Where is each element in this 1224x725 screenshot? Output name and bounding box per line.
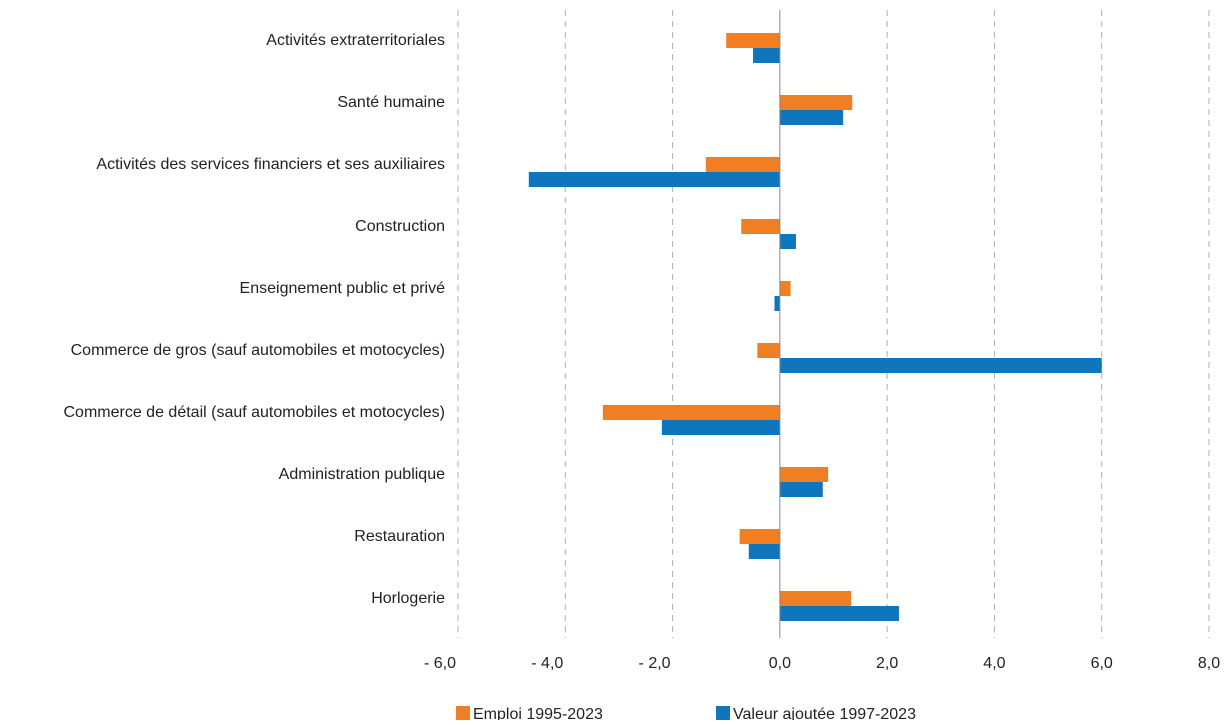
- x-tick-label: 8,0: [1198, 655, 1220, 672]
- bars-layer: [528, 33, 1102, 621]
- category-label: Construction: [355, 218, 445, 235]
- bar-valeur-ajoutee: [748, 544, 780, 559]
- category-label: Enseignement public et privé: [240, 280, 446, 297]
- category-label: Restauration: [354, 528, 445, 545]
- bar-emploi: [779, 281, 791, 296]
- bar-valeur-ajoutee: [779, 358, 1102, 373]
- category-label: Administration publique: [279, 466, 445, 483]
- bar-emploi: [757, 343, 780, 358]
- category-labels: Activités extraterritoriales Santé humain…: [64, 32, 446, 607]
- bar-valeur-ajoutee: [774, 296, 780, 311]
- x-tick-label: 4,0: [983, 655, 1005, 672]
- category-label: Santé humaine: [337, 94, 445, 111]
- x-tick-label: 0,0: [769, 655, 791, 672]
- bar-emploi: [705, 157, 780, 172]
- x-tick-label: - 4,0: [531, 655, 563, 672]
- bar-valeur-ajoutee: [528, 172, 780, 187]
- bar-valeur-ajoutee: [779, 110, 844, 125]
- category-label: Activités extraterritoriales: [266, 32, 445, 49]
- bar-valeur-ajoutee: [779, 482, 823, 497]
- bar-emploi: [779, 95, 853, 110]
- bar-valeur-ajoutee: [779, 234, 796, 249]
- bar-emploi: [779, 467, 829, 482]
- bar-emploi: [739, 529, 780, 544]
- x-tick-label: 2,0: [876, 655, 898, 672]
- category-label: Commerce de détail (sauf automobiles et …: [64, 404, 446, 421]
- bar-emploi: [726, 33, 780, 48]
- bar-emploi: [602, 405, 780, 420]
- legend-label: Emploi 1995-2023: [473, 706, 603, 720]
- bar-emploi: [779, 591, 852, 606]
- grid-layer: [457, 10, 1210, 638]
- legend-label: Valeur ajoutée 1997-2023: [733, 706, 916, 720]
- category-label: Activités des services financiers et ses…: [96, 156, 445, 173]
- x-tick-label: - 6,0: [424, 655, 456, 672]
- tick-labels: - 6,0 - 4,0 - 2,0 0,0 2,0 4,0 6,0 8,0: [424, 655, 1220, 672]
- bar-valeur-ajoutee: [753, 48, 780, 63]
- bar-emploi: [741, 219, 780, 234]
- x-tick-label: 6,0: [1091, 655, 1113, 672]
- bar-valeur-ajoutee: [661, 420, 780, 435]
- bar-valeur-ajoutee: [779, 606, 899, 621]
- category-label: Commerce de gros (sauf automobiles et mo…: [71, 342, 445, 359]
- x-tick-label: - 2,0: [639, 655, 671, 672]
- legend: Emploi 1995-2023 Valeur ajoutée 1997-2023: [456, 706, 916, 723]
- legend-swatch: [456, 706, 470, 720]
- legend-swatch: [716, 706, 730, 720]
- category-label: Horlogerie: [371, 590, 445, 607]
